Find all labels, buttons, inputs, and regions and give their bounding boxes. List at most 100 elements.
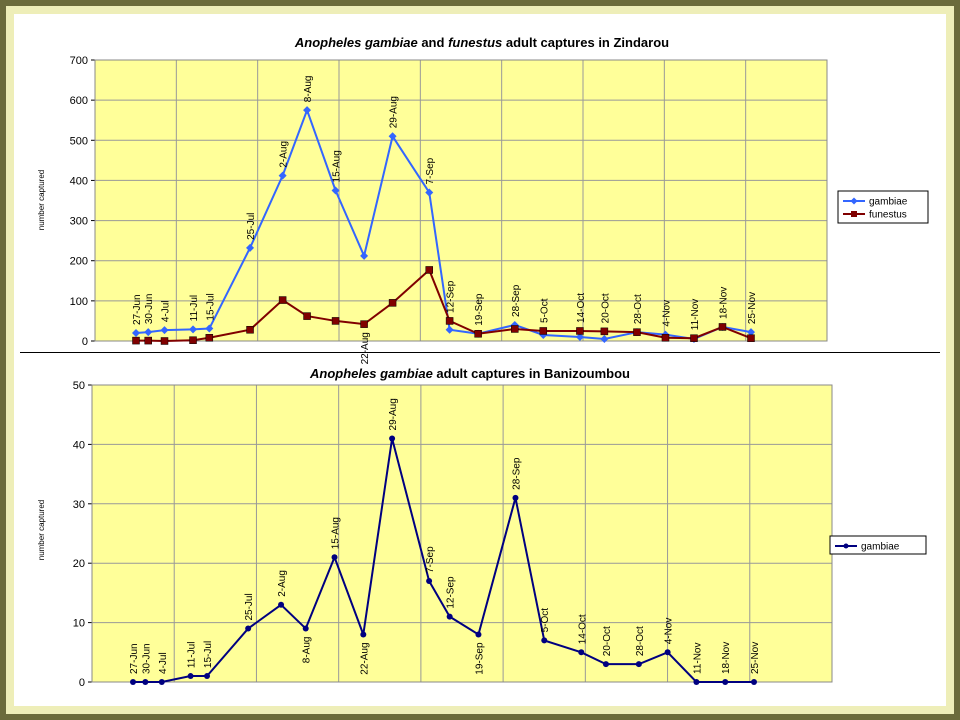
point-gambiae	[747, 328, 755, 337]
x-category-label: 25-Nov	[750, 642, 761, 674]
x-category-label: 30-Jun	[141, 643, 152, 674]
x-category-label: 4-Jul	[161, 300, 172, 322]
x-category-label: 8-Aug	[302, 637, 313, 664]
x-category-label: 25-Nov	[747, 292, 758, 324]
point-gambiae	[425, 188, 434, 197]
point-gambiae	[360, 251, 369, 260]
x-category-label: 29-Aug	[389, 96, 400, 128]
y-tick-label: 200	[70, 256, 88, 268]
point-funestus	[205, 334, 214, 342]
legend-marker	[851, 211, 857, 217]
x-category-label: 15-Jul	[205, 293, 216, 320]
point-gambiae	[130, 679, 136, 685]
point-funestus	[661, 334, 670, 342]
point-funestus	[747, 334, 755, 342]
x-category-label: 15-Aug	[331, 517, 342, 549]
x-category-label: 4-Jul	[158, 652, 169, 674]
point-gambiae	[446, 613, 453, 620]
point-gambiae	[600, 334, 609, 343]
point-gambiae	[635, 661, 642, 668]
point-gambiae	[303, 106, 312, 115]
chart-divider	[20, 352, 940, 353]
y-tick-label: 40	[73, 439, 85, 451]
point-gambiae	[278, 171, 287, 180]
legend-label: gambiae	[869, 197, 908, 208]
y-tick-label: 400	[70, 175, 88, 187]
legend-marker	[850, 197, 858, 205]
point-gambiae	[693, 679, 700, 685]
point-gambiae	[160, 326, 169, 335]
x-category-label: 14-Oct	[576, 293, 587, 323]
point-gambiae	[205, 324, 214, 333]
y-tick-label: 30	[73, 499, 85, 511]
point-gambiae	[426, 578, 433, 585]
x-category-label: 4-Nov	[661, 300, 672, 327]
point-funestus	[539, 327, 548, 335]
x-category-label: 20-Oct	[602, 626, 613, 656]
x-category-label: 2-Aug	[279, 141, 290, 168]
y-tick-label: 0	[82, 336, 88, 348]
point-gambiae	[246, 243, 255, 252]
point-funestus	[360, 320, 368, 328]
point-gambiae	[302, 625, 309, 632]
x-category-label: 5-Oct	[539, 298, 550, 323]
x-category-label: 11-Nov	[690, 299, 701, 331]
point-funestus	[189, 336, 197, 344]
point-funestus	[425, 266, 433, 274]
x-category-label: 14-Oct	[577, 614, 588, 644]
point-funestus	[331, 317, 340, 325]
y-axis-label: number captured	[37, 500, 46, 560]
point-gambiae	[132, 328, 140, 337]
point-funestus	[278, 296, 287, 304]
x-category-label: 30-Jun	[144, 294, 155, 325]
x-category-label: 15-Jul	[203, 641, 214, 668]
point-funestus	[445, 317, 454, 325]
point-gambiae	[360, 631, 367, 638]
x-category-label: 28-Oct	[633, 294, 644, 324]
y-tick-label: 20	[73, 558, 85, 570]
point-gambiae	[445, 325, 454, 334]
y-tick-label: 300	[70, 216, 88, 228]
x-category-label: 12-Sep	[446, 280, 457, 313]
point-funestus	[303, 312, 311, 320]
x-category-label: 12-Sep	[446, 576, 457, 609]
y-tick-label: 50	[73, 380, 85, 392]
legend-label: funestus	[869, 210, 907, 221]
point-gambiae	[331, 186, 340, 195]
point-funestus	[246, 326, 254, 334]
y-tick-label: 0	[79, 677, 85, 689]
x-category-label: 11-Nov	[692, 643, 703, 675]
plot-border	[94, 59, 828, 342]
point-funestus	[576, 327, 584, 335]
y-tick-label: 600	[70, 95, 88, 107]
x-category-label: 2-Aug	[277, 570, 288, 597]
point-gambiae	[722, 679, 729, 685]
x-category-label: 20-Oct	[600, 293, 611, 323]
plot-border	[91, 384, 833, 683]
x-category-label: 28-Oct	[635, 626, 646, 656]
point-funestus	[144, 336, 152, 345]
plot-area	[95, 60, 827, 341]
zindarou-chart: Anopheles gambiae and funestus adult cap…	[37, 35, 929, 364]
chart-title: Anopheles gambiae and funestus adult cap…	[294, 35, 669, 50]
x-category-label: 27-Jun	[132, 294, 143, 325]
legend-marker	[843, 543, 849, 549]
point-gambiae	[331, 554, 338, 561]
x-category-label: 28-Sep	[511, 284, 522, 317]
point-gambiae	[575, 332, 584, 341]
x-category-label: 11-Jul	[187, 642, 198, 669]
point-gambiae	[664, 649, 671, 656]
point-funestus	[600, 327, 609, 336]
x-category-label: 5-Oct	[540, 608, 551, 633]
legend	[837, 190, 929, 224]
point-funestus	[160, 337, 169, 345]
point-gambiae	[541, 637, 548, 644]
x-category-label: 18-Nov	[718, 287, 729, 319]
point-gambiae	[602, 661, 609, 668]
x-category-label: 19-Sep	[474, 642, 485, 675]
y-tick-label: 10	[73, 618, 85, 630]
x-category-label: 7-Sep	[425, 157, 436, 184]
chart-title: Anopheles gambiae adult captures in Bani…	[309, 366, 630, 381]
banizoumbou-chart: Anopheles gambiae adult captures in Bani…	[37, 366, 927, 689]
